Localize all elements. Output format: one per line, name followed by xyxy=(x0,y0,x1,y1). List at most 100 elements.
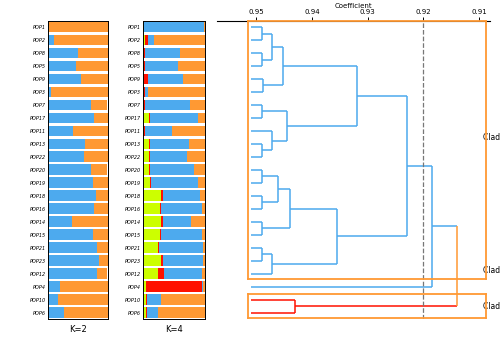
Bar xyxy=(160,294,205,305)
X-axis label: K=2: K=2 xyxy=(68,324,86,333)
Bar xyxy=(142,164,149,175)
Bar xyxy=(161,190,162,201)
Bar xyxy=(48,61,76,71)
Bar xyxy=(48,35,54,45)
Bar xyxy=(203,281,205,292)
Bar xyxy=(180,48,205,58)
Bar xyxy=(145,48,180,58)
Bar xyxy=(142,48,144,58)
Bar xyxy=(182,74,205,84)
Bar xyxy=(48,99,90,110)
Bar xyxy=(158,307,205,318)
Bar xyxy=(202,229,205,240)
Bar xyxy=(202,268,205,279)
Bar xyxy=(160,203,161,214)
Bar xyxy=(189,139,205,149)
Bar xyxy=(145,126,172,136)
Bar xyxy=(93,229,108,240)
Bar xyxy=(145,99,190,110)
Text: Clade I: Clade I xyxy=(483,133,500,142)
Bar xyxy=(154,35,205,45)
Bar xyxy=(150,113,198,123)
Bar xyxy=(72,216,108,227)
Bar xyxy=(147,294,160,305)
Bar xyxy=(150,164,194,175)
Bar xyxy=(161,203,202,214)
Bar xyxy=(48,164,90,175)
Bar xyxy=(142,229,160,240)
Bar xyxy=(48,113,94,123)
Bar xyxy=(142,255,161,266)
Bar xyxy=(90,99,108,110)
Bar xyxy=(144,48,145,58)
Bar xyxy=(94,203,108,214)
Bar xyxy=(64,307,108,318)
Bar xyxy=(48,229,93,240)
Bar xyxy=(150,139,189,149)
Bar xyxy=(160,229,161,240)
Bar xyxy=(144,61,145,71)
Bar xyxy=(48,177,93,188)
Bar xyxy=(198,113,205,123)
Bar xyxy=(48,255,99,266)
Bar xyxy=(99,255,108,266)
Bar xyxy=(84,139,108,149)
Bar xyxy=(142,61,144,71)
Bar xyxy=(150,177,151,188)
Bar xyxy=(190,216,205,227)
Bar xyxy=(142,268,158,279)
Bar xyxy=(142,113,149,123)
Bar xyxy=(48,87,51,97)
Bar xyxy=(200,190,205,201)
Bar xyxy=(162,255,203,266)
Bar xyxy=(190,99,205,110)
Bar xyxy=(48,74,80,84)
Bar xyxy=(142,35,145,45)
Bar xyxy=(161,255,162,266)
Bar xyxy=(187,152,205,162)
Bar xyxy=(142,126,144,136)
Bar xyxy=(142,177,150,188)
Bar xyxy=(149,164,150,175)
Bar xyxy=(142,294,146,305)
Bar xyxy=(146,281,202,292)
Bar xyxy=(48,294,58,305)
Bar xyxy=(158,268,164,279)
Bar xyxy=(162,190,200,201)
Bar xyxy=(98,242,108,253)
X-axis label: K=4: K=4 xyxy=(165,324,182,333)
Bar xyxy=(161,229,202,240)
Bar xyxy=(93,177,108,188)
Text: Clade III: Clade III xyxy=(483,301,500,310)
Bar xyxy=(48,242,98,253)
Bar xyxy=(148,35,154,45)
Bar xyxy=(194,164,205,175)
Bar xyxy=(178,61,205,71)
Bar xyxy=(142,99,144,110)
Bar xyxy=(158,242,160,253)
Bar xyxy=(142,190,161,201)
Bar xyxy=(144,74,148,84)
Bar xyxy=(142,152,149,162)
Bar xyxy=(48,281,60,292)
Bar xyxy=(147,307,158,318)
Bar xyxy=(203,255,205,266)
Bar xyxy=(144,87,145,97)
Bar xyxy=(172,126,205,136)
Bar xyxy=(76,61,108,71)
Bar xyxy=(142,74,144,84)
Bar xyxy=(96,190,108,201)
Bar xyxy=(142,203,160,214)
Bar xyxy=(145,87,148,97)
Bar xyxy=(142,307,146,318)
Bar xyxy=(144,99,145,110)
Bar xyxy=(161,216,162,227)
Bar xyxy=(145,35,148,45)
Bar xyxy=(198,177,205,188)
Bar xyxy=(142,87,144,97)
Bar xyxy=(60,281,108,292)
Bar xyxy=(48,139,84,149)
Bar xyxy=(142,139,149,149)
Bar xyxy=(148,87,205,97)
Bar xyxy=(48,190,96,201)
